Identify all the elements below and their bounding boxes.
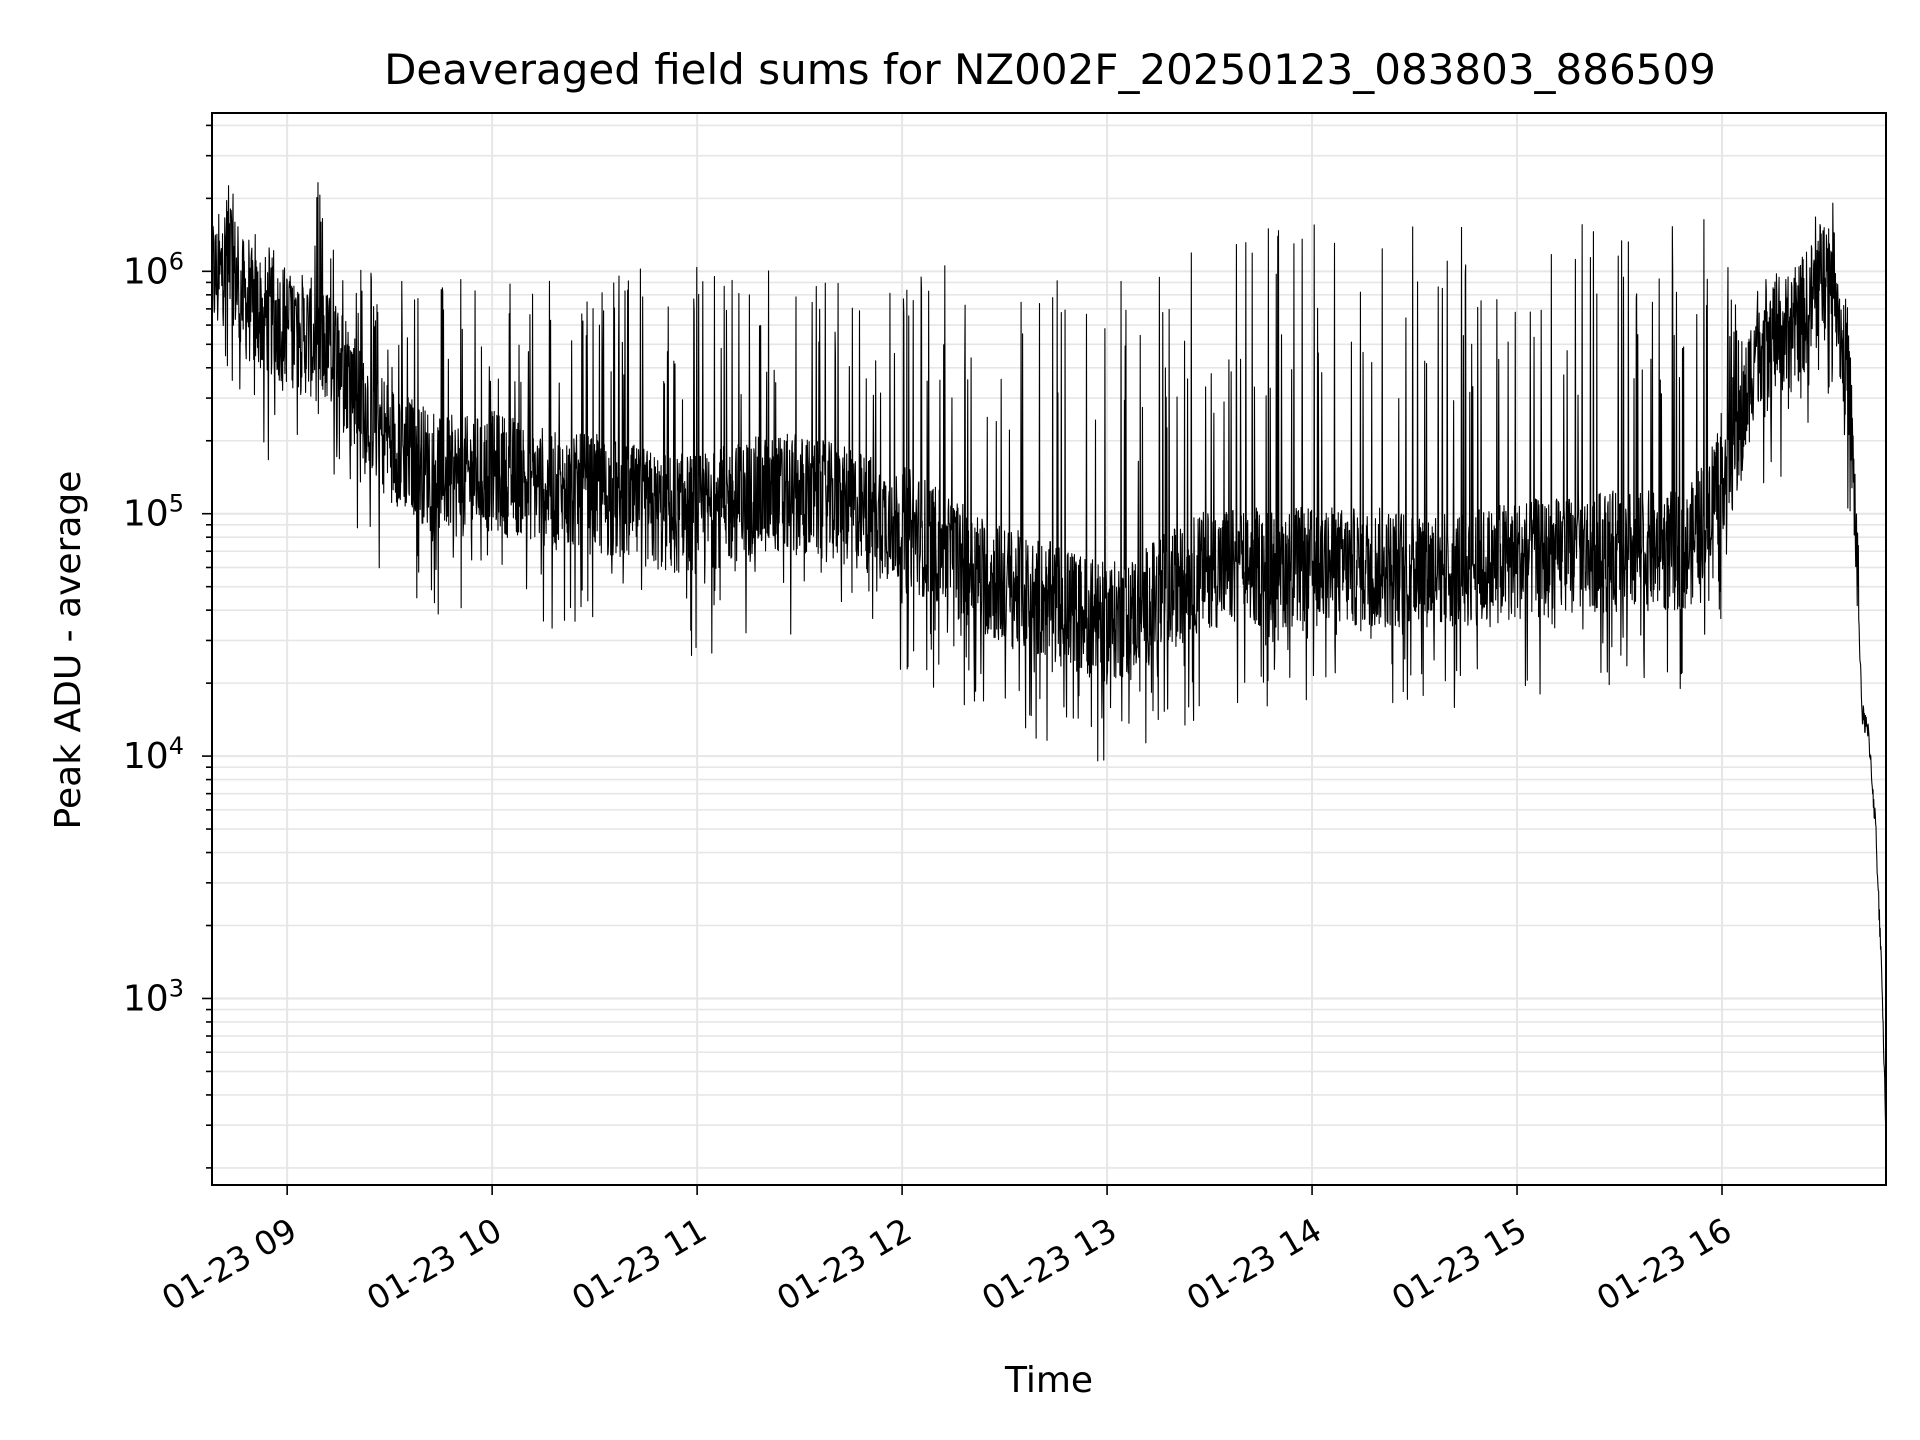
y-tick-mantissa: 10 <box>123 251 169 292</box>
y-tick-exponent: 4 <box>169 732 184 760</box>
y-tick-mantissa: 10 <box>123 736 169 777</box>
y-tick-label: 103 <box>123 974 184 1019</box>
y-tick-label: 106 <box>123 247 184 292</box>
x-axis-label: Time <box>1004 1360 1093 1401</box>
y-tick-mantissa: 10 <box>123 494 169 535</box>
y-tick-label: 105 <box>123 490 184 535</box>
plot-frame <box>211 112 1887 1186</box>
chart-title: Deaveraged field sums for NZ002F_2025012… <box>384 45 1716 94</box>
y-tick-exponent: 5 <box>169 490 184 518</box>
y-axis-label: Peak ADU - average <box>48 471 89 830</box>
y-tick-label: 104 <box>123 732 184 777</box>
y-tick-exponent: 3 <box>169 974 184 1002</box>
plot-area <box>211 182 1887 1134</box>
y-tick-mantissa: 10 <box>123 978 169 1019</box>
y-tick-exponent: 6 <box>169 247 184 275</box>
series-line <box>211 182 1887 1134</box>
